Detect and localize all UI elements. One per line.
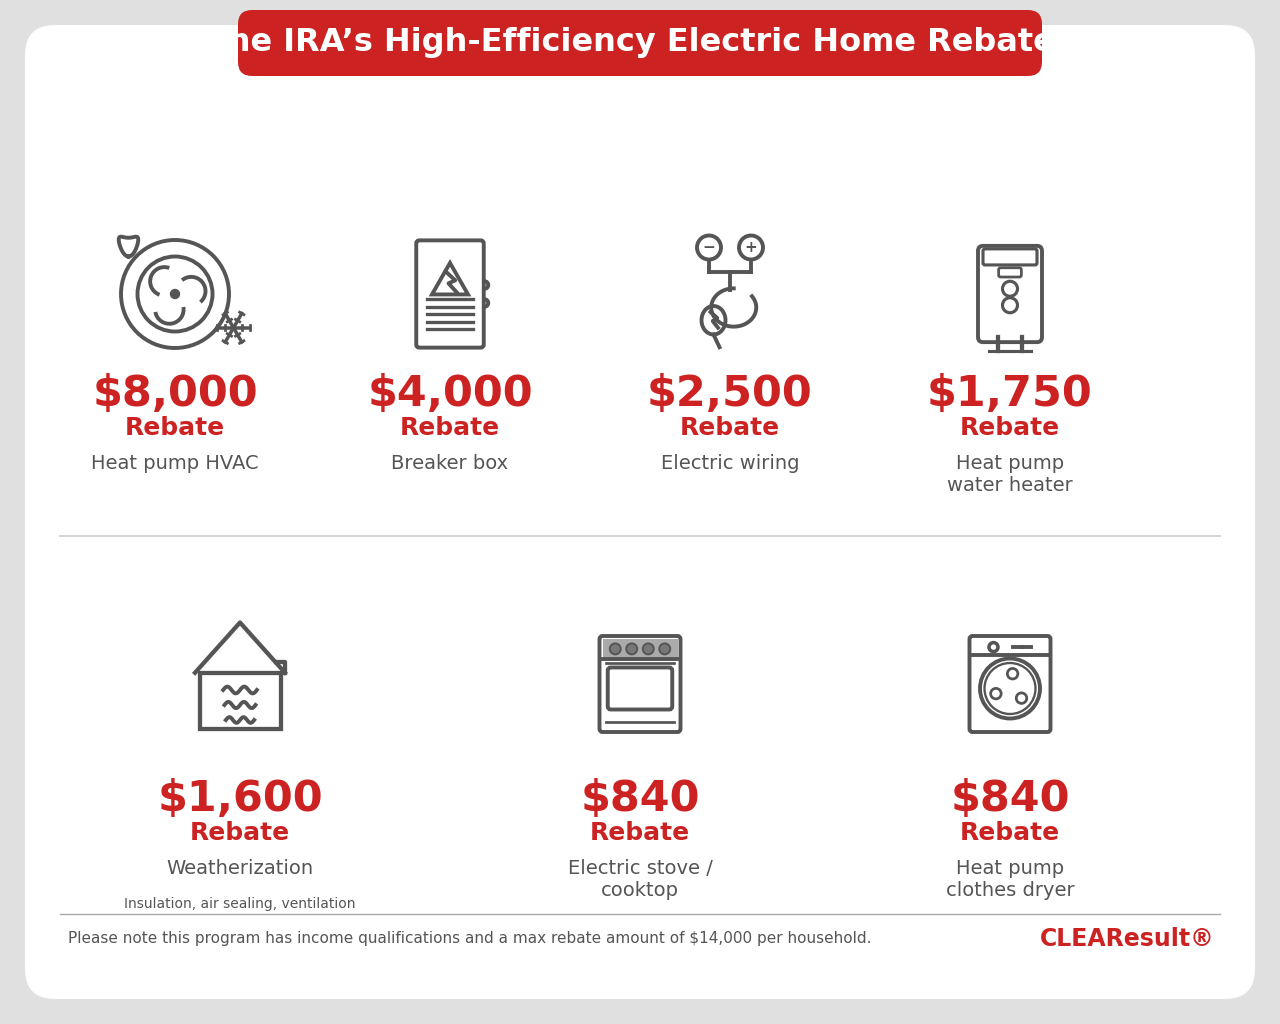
Text: Rebate: Rebate	[960, 416, 1060, 440]
Text: Rebate: Rebate	[960, 821, 1060, 845]
Text: −: −	[703, 240, 716, 255]
Text: CLEAResult®: CLEAResult®	[1041, 927, 1215, 951]
Text: Heat pump
water heater: Heat pump water heater	[947, 454, 1073, 495]
Circle shape	[659, 643, 671, 654]
Bar	[200, 673, 280, 729]
Text: Heat pump HVAC: Heat pump HVAC	[91, 454, 259, 473]
Circle shape	[626, 643, 637, 654]
Text: Rebate: Rebate	[189, 821, 291, 845]
Text: $1,750: $1,750	[927, 373, 1093, 415]
Text: $4,000: $4,000	[367, 373, 532, 415]
Text: Please note this program has income qualifications and a max rebate amount of $1: Please note this program has income qual…	[68, 932, 872, 946]
Text: Insulation, air sealing, ventilation: Insulation, air sealing, ventilation	[124, 897, 356, 911]
FancyBboxPatch shape	[238, 10, 1042, 76]
FancyBboxPatch shape	[26, 25, 1254, 999]
Text: +: +	[745, 240, 758, 255]
Text: $8,000: $8,000	[92, 373, 257, 415]
Text: Weatherization: Weatherization	[166, 859, 314, 878]
Text: Electric wiring: Electric wiring	[660, 454, 799, 473]
Text: $2,500: $2,500	[648, 373, 813, 415]
Text: Rebate: Rebate	[680, 416, 780, 440]
Circle shape	[170, 290, 179, 299]
Circle shape	[643, 643, 654, 654]
Bar	[603, 639, 677, 658]
Text: Breaker box: Breaker box	[392, 454, 508, 473]
Circle shape	[609, 643, 621, 654]
Text: $1,600: $1,600	[157, 778, 323, 820]
Text: $840: $840	[950, 778, 1070, 820]
Text: Rebate: Rebate	[399, 416, 500, 440]
Text: Heat pump
clothes dryer: Heat pump clothes dryer	[946, 859, 1074, 900]
Text: $840: $840	[580, 778, 700, 820]
Text: Electric stove /
cooktop: Electric stove / cooktop	[567, 859, 713, 900]
Text: Rebate: Rebate	[590, 821, 690, 845]
Text: Rebate: Rebate	[125, 416, 225, 440]
Text: The IRA’s High-Efficiency Electric Home Rebates: The IRA’s High-Efficiency Electric Home …	[206, 28, 1074, 58]
